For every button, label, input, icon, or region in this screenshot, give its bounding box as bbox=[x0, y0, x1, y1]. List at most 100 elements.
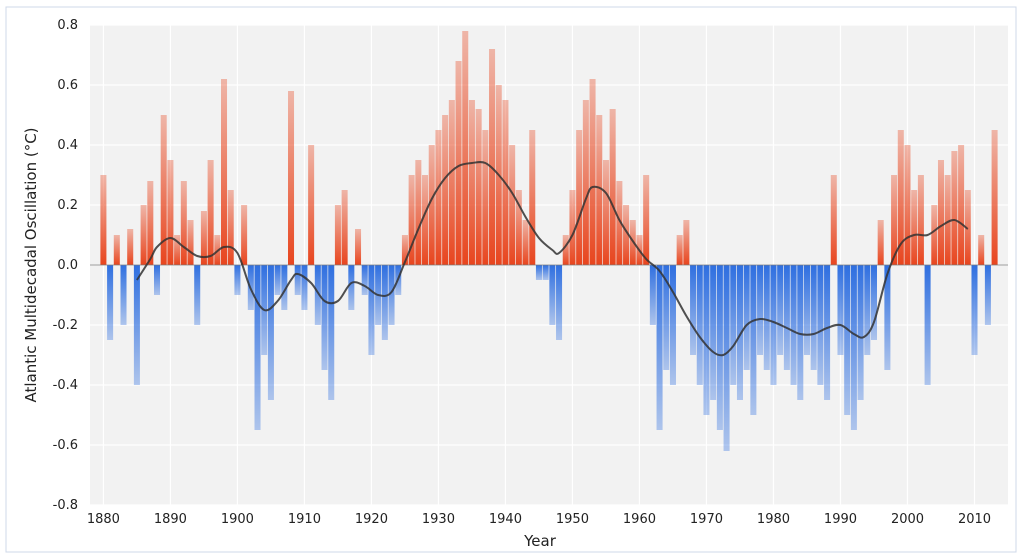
x-axis-title: Year bbox=[523, 532, 557, 550]
positive-anomaly-bar bbox=[609, 109, 616, 265]
positive-anomaly-bar bbox=[227, 190, 234, 265]
x-tick-label: 1990 bbox=[824, 512, 857, 527]
negative-anomaly-bar bbox=[736, 265, 743, 400]
negative-anomaly-bar bbox=[254, 265, 261, 430]
negative-anomaly-bar bbox=[301, 265, 308, 310]
negative-anomaly-bar bbox=[535, 265, 542, 280]
x-tick-label: 1960 bbox=[623, 512, 656, 527]
negative-anomaly-bar bbox=[850, 265, 857, 430]
negative-anomaly-bar bbox=[971, 265, 978, 355]
positive-anomaly-bar bbox=[147, 181, 154, 265]
positive-anomaly-bar bbox=[877, 220, 884, 265]
positive-anomaly-bar bbox=[180, 181, 187, 265]
negative-anomaly-bar bbox=[194, 265, 201, 325]
positive-anomaly-bar bbox=[475, 109, 482, 265]
positive-anomaly-bar bbox=[596, 115, 603, 265]
positive-anomaly-bar bbox=[220, 79, 228, 265]
negative-anomaly-bar bbox=[750, 265, 757, 415]
negative-anomaly-bar bbox=[314, 265, 321, 325]
positive-anomaly-bar bbox=[442, 115, 449, 265]
negative-anomaly-bar bbox=[817, 265, 824, 385]
negative-anomaly-bar bbox=[556, 265, 563, 340]
negative-anomaly-bar bbox=[656, 265, 663, 430]
negative-anomaly-bar bbox=[368, 265, 375, 355]
positive-anomaly-bar bbox=[207, 160, 214, 265]
negative-anomaly-bar bbox=[542, 265, 549, 280]
positive-anomaly-bar bbox=[341, 190, 348, 265]
negative-anomaly-bar bbox=[274, 265, 281, 295]
positive-anomaly-bar bbox=[944, 175, 951, 265]
positive-anomaly-bar bbox=[509, 145, 516, 265]
positive-anomaly-bar bbox=[489, 49, 496, 265]
positive-anomaly-bar bbox=[602, 160, 609, 265]
positive-anomaly-bar bbox=[515, 190, 522, 265]
negative-anomaly-bar bbox=[133, 265, 140, 385]
negative-anomaly-bar bbox=[703, 265, 710, 415]
x-tick-label: 1900 bbox=[221, 512, 254, 527]
positive-anomaly-bar bbox=[891, 175, 898, 265]
x-tick-label: 1890 bbox=[154, 512, 187, 527]
negative-anomaly-bar bbox=[743, 265, 750, 370]
negative-anomaly-bar bbox=[723, 265, 730, 451]
positive-anomaly-bar bbox=[113, 235, 120, 265]
x-tick-label: 1920 bbox=[355, 512, 388, 527]
positive-anomaly-bar bbox=[931, 205, 938, 265]
positive-anomaly-bar bbox=[991, 130, 998, 265]
positive-anomaly-bar bbox=[241, 205, 248, 265]
y-tick-label: 0.8 bbox=[57, 18, 78, 33]
positive-anomaly-bar bbox=[174, 235, 181, 265]
positive-anomaly-bar bbox=[308, 145, 315, 265]
negative-anomaly-bar bbox=[348, 265, 355, 310]
positive-anomaly-bar bbox=[167, 160, 174, 265]
negative-anomaly-bar bbox=[294, 265, 301, 295]
positive-anomaly-bar bbox=[897, 130, 904, 265]
negative-anomaly-bar bbox=[803, 265, 810, 355]
positive-anomaly-bar bbox=[616, 181, 623, 265]
negative-anomaly-bar bbox=[870, 265, 878, 340]
positive-anomaly-bar bbox=[462, 31, 469, 265]
negative-anomaly-bar bbox=[267, 265, 274, 400]
smoothed-amo-line bbox=[136, 160, 969, 357]
positive-anomaly-bar bbox=[964, 190, 971, 265]
negative-anomaly-bar bbox=[884, 265, 891, 370]
x-tick-label: 1940 bbox=[489, 512, 522, 527]
positive-anomaly-bar bbox=[160, 115, 167, 265]
negative-anomaly-bar bbox=[281, 265, 288, 310]
negative-anomaly-bar bbox=[824, 265, 831, 400]
positive-anomaly-bar bbox=[435, 130, 442, 265]
negative-anomaly-bar bbox=[730, 265, 737, 385]
y-tick-label: 0.0 bbox=[57, 258, 78, 273]
negative-anomaly-bar bbox=[669, 265, 676, 385]
positive-anomaly-bar bbox=[482, 130, 489, 265]
positive-anomaly-bar bbox=[401, 235, 408, 265]
positive-anomaly-bar bbox=[408, 175, 415, 265]
negative-anomaly-bar bbox=[984, 265, 991, 325]
negative-anomaly-bar bbox=[153, 265, 161, 295]
negative-anomaly-bar bbox=[810, 265, 817, 370]
positive-anomaly-bar bbox=[100, 175, 107, 265]
x-tick-label: 1910 bbox=[288, 512, 321, 527]
negative-anomaly-bar bbox=[924, 265, 931, 385]
negative-anomaly-bar bbox=[864, 265, 871, 355]
positive-anomaly-bar bbox=[455, 61, 462, 265]
tick-labels: -0.8 -0.6 -0.4 -0.2 0.0 0.2 0.4 0.6 0.8 1880 1890 1… bbox=[53, 18, 991, 527]
negative-anomaly-bar bbox=[381, 265, 388, 340]
positive-anomaly-bar bbox=[683, 220, 690, 265]
negative-anomaly-bar bbox=[107, 265, 114, 340]
positive-anomaly-bar bbox=[623, 205, 630, 265]
positive-anomaly-bar bbox=[978, 235, 985, 265]
positive-anomaly-bar bbox=[562, 235, 569, 265]
negative-anomaly-bar bbox=[388, 265, 395, 325]
negative-anomaly-bar bbox=[361, 265, 368, 295]
positive-anomaly-bar bbox=[422, 175, 429, 265]
positive-anomaly-bar bbox=[468, 100, 475, 265]
positive-anomaly-bar bbox=[355, 229, 362, 265]
positive-anomaly-bar bbox=[334, 205, 341, 265]
positive-anomaly-bar bbox=[582, 100, 589, 265]
positive-anomaly-bar bbox=[917, 175, 924, 265]
positive-anomaly-bar bbox=[958, 145, 965, 265]
y-tick-label: -0.4 bbox=[53, 378, 78, 393]
x-tick-label: 1950 bbox=[556, 512, 589, 527]
negative-anomaly-bar bbox=[777, 265, 784, 355]
